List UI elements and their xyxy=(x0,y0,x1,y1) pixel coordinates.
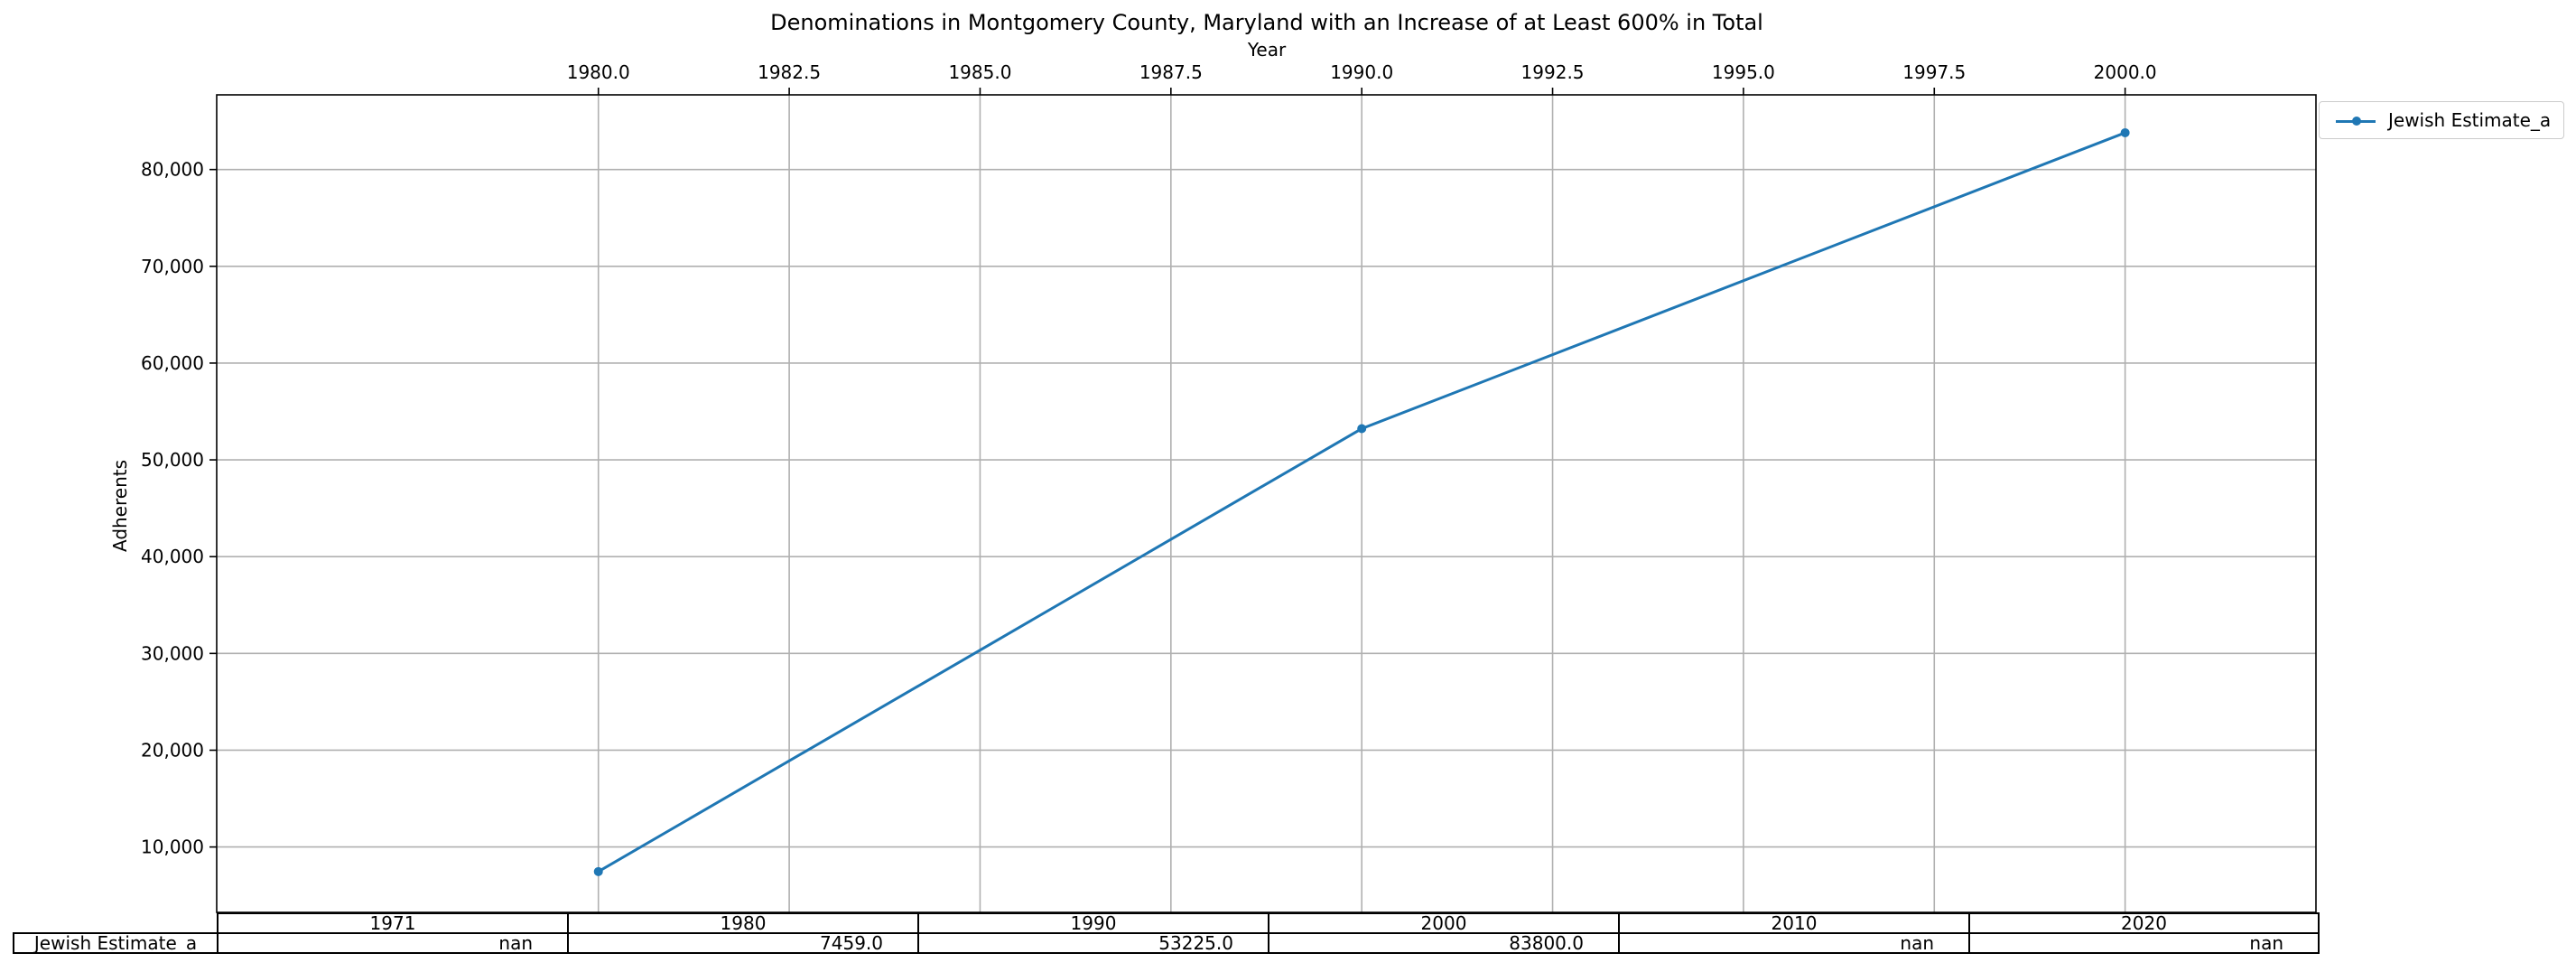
legend: Jewish Estimate_a xyxy=(2319,101,2564,139)
table-row-label: Jewish Estimate_a xyxy=(13,932,219,954)
y-tick-label: 50,000 xyxy=(141,449,204,471)
data-point xyxy=(593,866,603,876)
table-cell: nan xyxy=(1968,932,2320,954)
y-tick-label: 60,000 xyxy=(141,352,204,374)
table-header-cell: 1980 xyxy=(567,912,919,934)
axis-ticks: 1980.0 1982.5 1985.0 1987.5 1990.0 1992.5 1995… xyxy=(141,61,2157,858)
table-header-cell: 2020 xyxy=(1968,912,2320,934)
table-header-row: 1971 1980 1990 2000 2010 2020 xyxy=(14,912,2320,934)
table-cell: nan xyxy=(217,932,569,954)
x-tick-label: 1997.5 xyxy=(1902,61,1966,83)
plot-frame xyxy=(216,94,2317,913)
y-tick-label: 40,000 xyxy=(141,546,204,567)
table-cell: 7459.0 xyxy=(567,932,919,954)
x-tick-label: 1980.0 xyxy=(567,61,630,83)
table-corner-cell xyxy=(14,913,218,933)
y-tick-label: 20,000 xyxy=(141,739,204,761)
y-axis-label: Adherents xyxy=(109,460,131,552)
x-axis-label: Year xyxy=(1247,39,1287,61)
chart-title: Denominations in Montgomery County, Mary… xyxy=(770,10,1763,35)
x-tick-label: 2000.0 xyxy=(2094,61,2157,83)
data-table: 1971 1980 1990 2000 2010 2020 Jewish Est… xyxy=(13,912,2320,954)
legend-marker-swatch xyxy=(2352,117,2361,126)
x-tick-label: 1990.0 xyxy=(1330,61,1393,83)
y-tick-label: 30,000 xyxy=(141,642,204,664)
data-point xyxy=(1357,424,1367,434)
data-point xyxy=(2120,127,2130,137)
grid-lines xyxy=(217,95,2316,912)
table-header-cell: 2010 xyxy=(1618,912,1970,934)
x-tick-label: 1985.0 xyxy=(948,61,1011,83)
x-tick-label: 1992.5 xyxy=(1521,61,1585,83)
x-tick-label: 1982.5 xyxy=(758,61,821,83)
table-header-cell: 2000 xyxy=(1268,912,1620,934)
table-row: Jewish Estimate_a nan 7459.0 53225.0 838… xyxy=(13,932,2320,954)
x-tick-label: 1995.0 xyxy=(1712,61,1775,83)
table-cell: 53225.0 xyxy=(917,932,1269,954)
x-tick-label: 1987.5 xyxy=(1139,61,1203,83)
table-cell: nan xyxy=(1618,932,1970,954)
y-tick-label: 80,000 xyxy=(141,159,204,181)
legend-entry-label: Jewish Estimate_a xyxy=(2388,109,2552,131)
series-layer xyxy=(593,127,2130,876)
table-header-cell: 1971 xyxy=(217,912,569,934)
table-cell: 83800.0 xyxy=(1268,932,1620,954)
table-header-cell: 1990 xyxy=(917,912,1269,934)
y-tick-label: 70,000 xyxy=(141,256,204,277)
y-tick-label: 10,000 xyxy=(141,836,204,858)
